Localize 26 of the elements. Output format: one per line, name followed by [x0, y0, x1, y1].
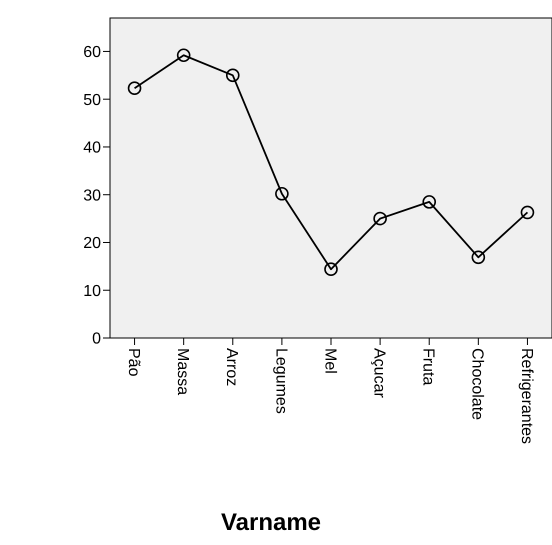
y-tick-label: 30	[83, 187, 102, 204]
point	[275, 186, 289, 201]
point	[324, 262, 338, 276]
point	[373, 212, 387, 226]
x-tick-label: Mel	[321, 348, 338, 374]
x-tick-label: Legumes	[272, 348, 290, 414]
x-tick-label: Arroz	[223, 348, 240, 386]
point	[128, 81, 142, 96]
x-tick-label: Fruta	[420, 348, 437, 386]
point	[520, 206, 534, 220]
y-tick-label: 0	[92, 330, 102, 348]
x-axis-title: Varname	[220, 509, 322, 536]
x-tick-label: Pão	[124, 348, 142, 377]
y-tick-label: 20	[83, 235, 102, 252]
point	[472, 250, 486, 264]
x-tick-label: Chocolate	[468, 348, 486, 420]
point	[226, 68, 240, 82]
x-tick-label: Massa	[174, 348, 192, 396]
x-tick-label: Refrigerantes	[518, 348, 535, 444]
y-tick-label: 60	[83, 44, 102, 62]
y-tick-label: 50	[83, 92, 102, 109]
point	[422, 195, 436, 209]
y-tick-label: 40	[83, 140, 102, 157]
point	[176, 48, 190, 62]
x-tick-label: Açucar	[370, 348, 388, 398]
y-tick-label: 10	[83, 282, 102, 300]
